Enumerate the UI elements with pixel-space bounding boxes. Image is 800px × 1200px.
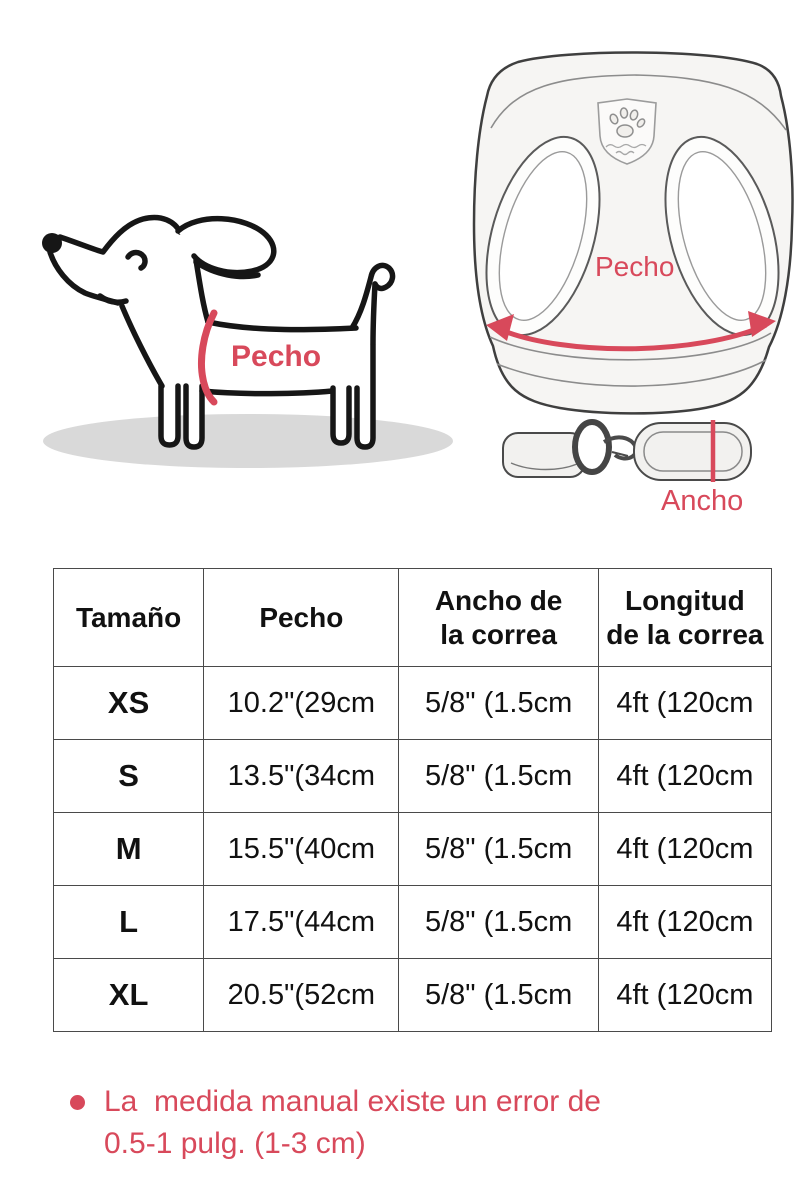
dog-nose (42, 233, 62, 253)
strap-width-cell: 5/8" (1.5cm (398, 666, 599, 740)
leash-strap-illustration (502, 419, 752, 482)
chest-measure-curve (198, 309, 218, 406)
strap-length-cell: 4ft (120cm (597, 812, 773, 886)
measurement-note: La medida manual existe un error de 0.5-… (104, 1081, 601, 1165)
note-bullet-icon (70, 1095, 85, 1110)
armhole-left (485, 135, 601, 337)
size-cell: XL (52, 958, 205, 1032)
strap-length-cell: 4ft (120cm (597, 739, 773, 813)
note-line-1: La medida manual existe un error de (104, 1085, 601, 1118)
table-row: M 15.5"(40cm 5/8" (1.5cm 4ft (120cm (52, 812, 773, 886)
strap-width-cell: 5/8" (1.5cm (398, 812, 599, 886)
header-size: Tamaño (52, 568, 205, 667)
chest-cell: 17.5"(44cm (203, 885, 400, 959)
strap-length-cell: 4ft (120cm (597, 885, 773, 959)
dog-chest-label: Pecho (231, 340, 322, 373)
strap-width-cell: 5/8" (1.5cm (398, 739, 599, 813)
table-row: L 17.5"(44cm 5/8" (1.5cm 4ft (120cm (52, 885, 773, 959)
table-header-row: Tamaño Pecho Ancho de la correa Longitud… (52, 568, 773, 667)
size-table: Tamaño Pecho Ancho de la correa Longitud… (52, 568, 773, 1032)
dog-legs (158, 342, 376, 450)
table-row: S 13.5"(34cm 5/8" (1.5cm 4ft (120cm (52, 739, 773, 813)
harness-illustration (472, 51, 794, 415)
chest-cell: 15.5"(40cm (203, 812, 400, 886)
strap-width-cell: 5/8" (1.5cm (398, 885, 599, 959)
chest-cell: 10.2"(29cm (203, 666, 400, 740)
size-cell: S (52, 739, 205, 813)
table-row: XS 10.2"(29cm 5/8" (1.5cm 4ft (120cm (52, 666, 773, 740)
strap-length-cell: 4ft (120cm (597, 666, 773, 740)
harness-chest-label: Pecho (595, 251, 675, 282)
strap-width-label: Ancho (661, 485, 744, 517)
size-cell: M (52, 812, 205, 886)
header-chest: Pecho (203, 568, 400, 667)
note-line-2: 0.5-1 pulg. (1-3 cm) (104, 1127, 366, 1160)
table-row: XL 20.5"(52cm 5/8" (1.5cm 4ft (120cm (52, 958, 773, 1032)
paw-shield-badge-icon (597, 98, 657, 165)
size-cell: L (52, 885, 205, 959)
strap-width-cell: 5/8" (1.5cm (398, 958, 599, 1032)
size-cell: XS (52, 666, 205, 740)
chest-arrow-icon (486, 311, 776, 352)
chest-cell: 20.5"(52cm (203, 958, 400, 1032)
dog-outline (47, 214, 396, 397)
armhole-right (664, 135, 780, 337)
strap-length-cell: 4ft (120cm (597, 958, 773, 1032)
ring-buckle-icon (572, 419, 612, 475)
header-strap-length: Longitud de la correa (597, 568, 773, 667)
chest-cell: 13.5"(34cm (203, 739, 400, 813)
dog-illustration (42, 214, 453, 468)
header-strap-width: Ancho de la correa (398, 568, 599, 667)
shadow-ellipse (43, 414, 453, 468)
